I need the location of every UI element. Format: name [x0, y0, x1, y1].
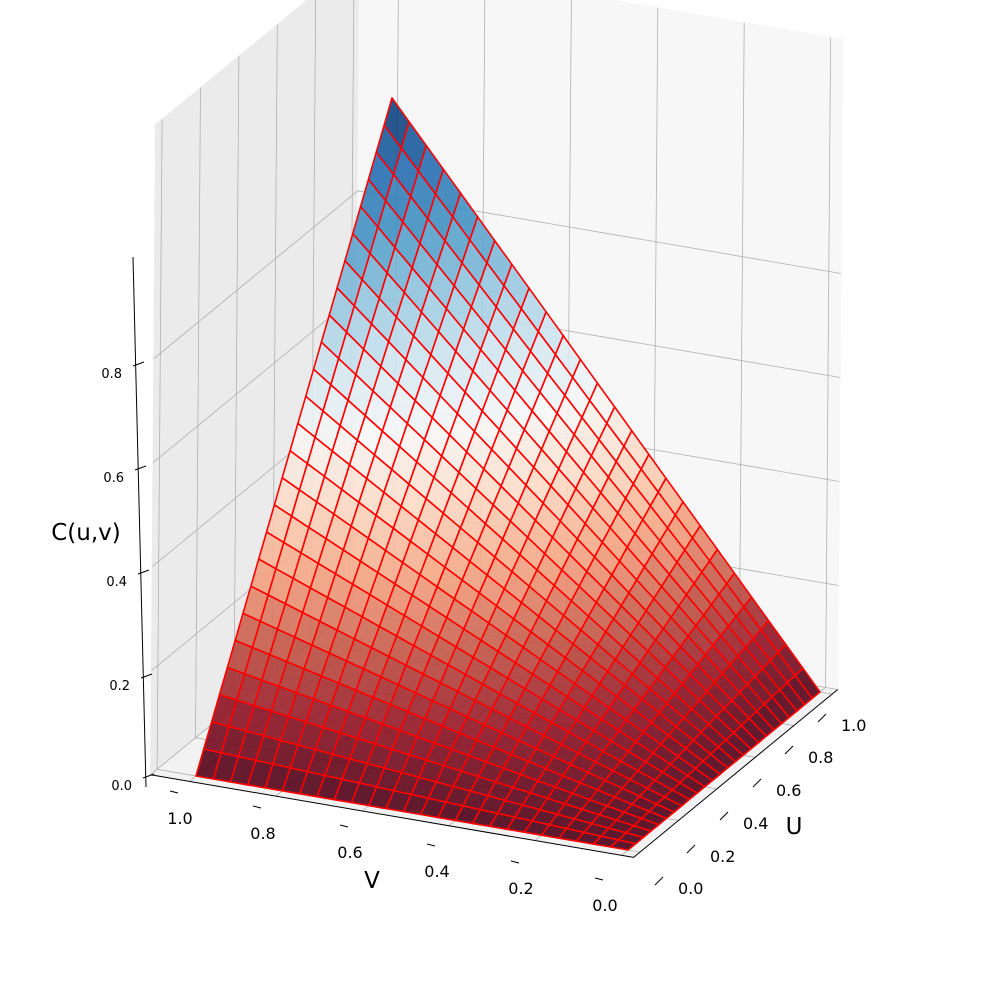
x-tick-label: 0.2: [710, 847, 735, 866]
side-gridline-v: [738, 22, 745, 673]
z-tick-mark: [140, 673, 153, 679]
surface-patch: [383, 97, 410, 149]
y-tick-mark: [426, 843, 436, 847]
x-tick-label: 1.0: [841, 716, 866, 735]
y-axis-title: V: [364, 868, 380, 894]
z-tick-mark: [134, 465, 147, 471]
z-tick-mark: [132, 361, 145, 367]
x-tick-mark: [752, 778, 762, 788]
z-tick-mark: [142, 773, 155, 779]
y-tick-label: 0.0: [592, 896, 617, 915]
back-gridline-z: [152, 294, 358, 464]
y-tick-label: 0.6: [337, 843, 362, 862]
y-axis-line: [150, 774, 634, 858]
y-tick-mark: [339, 824, 349, 828]
x-tick-mark: [719, 811, 729, 821]
x-tick-label: 0.8: [808, 748, 833, 767]
y-tick-label: 1.0: [167, 809, 192, 828]
axis-lines: [132, 256, 839, 858]
x-tick-mark: [686, 844, 696, 854]
z-tick-label: 0.6: [103, 471, 124, 486]
y-tick-mark: [510, 860, 520, 864]
y-tick-label: 0.8: [250, 824, 275, 843]
x-tick-label: 0.6: [776, 781, 801, 800]
y-tick-mark: [169, 790, 179, 794]
x-tick-mark: [784, 745, 794, 755]
y-tick-mark: [252, 805, 262, 809]
z-axis-line: [132, 256, 147, 788]
x-axis-title: U: [786, 814, 803, 840]
back-gridline-z: [153, 190, 359, 360]
z-tick-label: 0.8: [101, 367, 122, 382]
z-tick-mark: [137, 569, 150, 575]
axis-ticks: 0.0 0.2 0.4 0.6 0.8 1.0 0.0 0.2 0.4 0.6 0.8 1.0 0.0 0…: [101, 361, 866, 915]
x-tick-label: 0.0: [678, 879, 703, 898]
z-axis-title: C(u,v): [51, 520, 121, 546]
x-axis-line: [633, 689, 839, 858]
back-gridline-u: [156, 119, 163, 770]
y-tick-label: 0.2: [508, 879, 533, 898]
z-tick-label: 0.2: [109, 679, 130, 694]
z-tick-label: 0.0: [111, 779, 132, 794]
side-gridline-v: [825, 37, 831, 688]
z-tick-label: 0.4: [106, 575, 127, 590]
back-gridline-u: [233, 56, 240, 707]
x-tick-mark: [817, 713, 827, 723]
x-tick-label: 0.4: [743, 814, 768, 833]
back-gridline-u: [195, 87, 201, 738]
x-tick-mark: [654, 876, 664, 886]
y-tick-label: 0.4: [424, 862, 449, 881]
copula-surface: [195, 97, 821, 851]
y-tick-mark: [594, 877, 604, 881]
